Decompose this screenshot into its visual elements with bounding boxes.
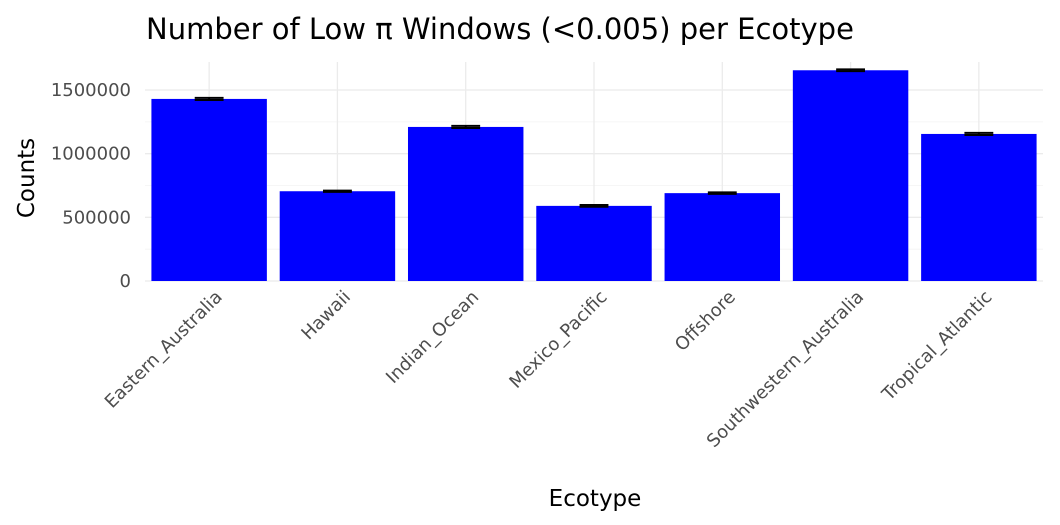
- bar-hawaii: [279, 191, 396, 281]
- error-bar: [451, 124, 481, 129]
- x-tick-label: Hawaii: [297, 287, 355, 345]
- x-tick-label: Eastern_Australia: [101, 287, 227, 413]
- bar-eastern-australia: [151, 98, 267, 282]
- error-bar: [322, 189, 352, 193]
- error-bar: [836, 68, 866, 73]
- error-bar: [707, 191, 737, 195]
- x-axis-title: Ecotype: [549, 486, 642, 512]
- x-axis-ticks: Eastern_Australia Hawaii Indian_Ocean Mexic…: [101, 287, 997, 452]
- bar-tropical-atlantic: [921, 133, 1037, 281]
- error-bar: [964, 131, 994, 136]
- y-axis-title: Counts: [14, 138, 40, 218]
- y-tick-label: 1500000: [51, 80, 131, 101]
- bar-mexico-pacific: [536, 205, 652, 281]
- y-axis-ticks: 0 500000 1000000 1500000: [51, 80, 131, 292]
- x-tick-label: Offshore: [671, 287, 740, 356]
- y-tick-label: 1000000: [51, 144, 131, 165]
- bar-southwestern-australia: [792, 70, 909, 282]
- error-bar: [194, 96, 224, 101]
- x-tick-label: Tropical_Atlantic: [877, 287, 996, 406]
- error-bar: [579, 203, 609, 208]
- x-tick-label: Mexico_Pacific: [505, 287, 611, 393]
- bar-offshore: [664, 193, 781, 281]
- y-tick-label: 0: [120, 271, 131, 292]
- chart-title: Number of Low π Windows (<0.005) per Eco…: [146, 12, 854, 46]
- bars: [151, 70, 1037, 282]
- y-tick-label: 500000: [62, 207, 131, 228]
- error-bars: [194, 68, 994, 208]
- x-tick-label: Indian_Ocean: [382, 287, 483, 388]
- bar-indian-ocean: [407, 126, 524, 282]
